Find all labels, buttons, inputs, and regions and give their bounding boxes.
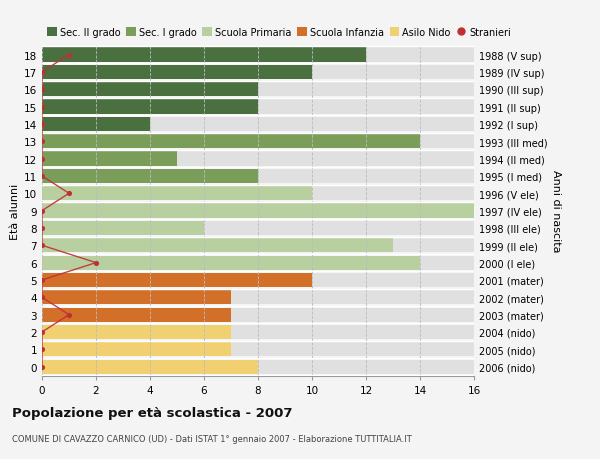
Bar [42, 83, 258, 97]
Bar [42, 118, 474, 132]
Bar [42, 342, 231, 357]
Bar [42, 100, 474, 114]
Y-axis label: Anni di nascita: Anni di nascita [551, 170, 562, 252]
Point [37, 207, 47, 215]
Point [37, 173, 47, 180]
Bar [42, 221, 474, 235]
Bar [42, 239, 474, 253]
Bar [42, 48, 366, 62]
Point [37, 363, 47, 370]
Bar [42, 325, 231, 339]
Point [37, 121, 47, 129]
Point [37, 294, 47, 301]
Bar [42, 152, 474, 166]
Bar [42, 360, 258, 374]
Bar [42, 204, 474, 218]
Point [37, 346, 47, 353]
Bar [42, 291, 474, 305]
Legend: Sec. II grado, Sec. I grado, Scuola Primaria, Scuola Infanzia, Asilo Nido, Stran: Sec. II grado, Sec. I grado, Scuola Prim… [47, 28, 511, 38]
Bar [42, 221, 204, 235]
Point [37, 225, 47, 232]
Bar [42, 204, 474, 218]
Bar [42, 291, 231, 305]
Bar [42, 187, 312, 201]
Y-axis label: Età alunni: Età alunni [10, 183, 20, 239]
Bar [42, 100, 258, 114]
Bar [42, 48, 474, 62]
Bar [42, 273, 474, 287]
Bar [42, 83, 474, 97]
Bar [42, 169, 258, 184]
Bar [42, 308, 474, 322]
Bar [42, 360, 474, 374]
Point [37, 104, 47, 111]
Point [37, 69, 47, 76]
Bar [42, 256, 474, 270]
Point [37, 329, 47, 336]
Point [37, 277, 47, 284]
Bar [42, 308, 231, 322]
Bar [42, 239, 393, 253]
Bar [42, 256, 420, 270]
Text: Popolazione per età scolastica - 2007: Popolazione per età scolastica - 2007 [12, 406, 293, 419]
Bar [42, 325, 474, 339]
Bar [42, 169, 474, 184]
Bar [42, 118, 150, 132]
Point [64, 311, 74, 319]
Bar [42, 152, 177, 166]
Point [37, 156, 47, 163]
Point [91, 259, 101, 267]
Bar [42, 273, 312, 287]
Bar [42, 135, 420, 149]
Point [64, 52, 74, 59]
Text: COMUNE DI CAVAZZO CARNICO (UD) - Dati ISTAT 1° gennaio 2007 - Elaborazione TUTTI: COMUNE DI CAVAZZO CARNICO (UD) - Dati IS… [12, 434, 412, 443]
Point [37, 242, 47, 249]
Point [37, 138, 47, 146]
Bar [42, 66, 312, 80]
Bar [42, 342, 474, 357]
Bar [42, 187, 474, 201]
Bar [42, 66, 474, 80]
Bar [42, 135, 474, 149]
Point [64, 190, 74, 197]
Point [37, 86, 47, 94]
